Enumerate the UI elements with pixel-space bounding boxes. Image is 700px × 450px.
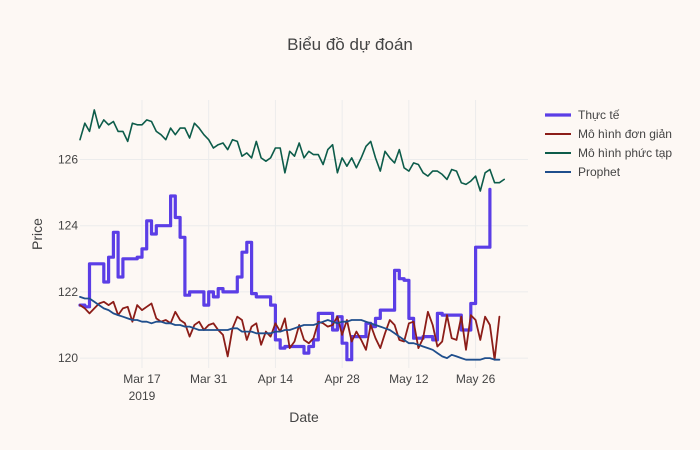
x-tick-label: Mar 31: [190, 372, 228, 386]
chart-title: Biểu đồ dự đoán: [287, 35, 413, 54]
y-tick-label: 126: [58, 153, 78, 167]
x-tick-labels: Mar 17 2019 Mar 31 Apr 14 Apr 28 May 12 May 26: [123, 372, 495, 403]
y-tick-label: 120: [58, 351, 78, 365]
series-line-1: [78, 187, 492, 362]
y-axis-title: Price: [29, 218, 45, 250]
x-tick-label: May 12: [389, 372, 429, 386]
series-line-2: [79, 300, 501, 361]
x-tick-label: Mar 17: [123, 372, 161, 386]
x-tick-label: May 26: [456, 372, 496, 386]
y-gridlines: [80, 159, 528, 359]
y-tick-label: 124: [58, 219, 78, 233]
series-line-3: [79, 109, 505, 192]
legend-label: Thực tế: [578, 108, 620, 122]
legend-label: Mô hình đơn giản: [578, 127, 672, 141]
y-tick-labels: 120 122 124 126: [58, 153, 78, 366]
legend-label: Prophet: [578, 165, 621, 179]
y-tick-label: 122: [58, 285, 78, 299]
x-tick-sublabel: 2019: [129, 389, 156, 403]
x-tick-label: Apr 28: [324, 372, 360, 386]
x-tick-label: Apr 14: [258, 372, 294, 386]
legend-label: Mô hình phức tạp: [578, 146, 672, 160]
series-lines: [78, 109, 505, 362]
x-axis-title: Date: [289, 409, 319, 425]
legend: Thực tế Mô hình đơn giản Mô hình phức tạp P…: [545, 108, 672, 179]
series-line-4: [79, 296, 501, 361]
